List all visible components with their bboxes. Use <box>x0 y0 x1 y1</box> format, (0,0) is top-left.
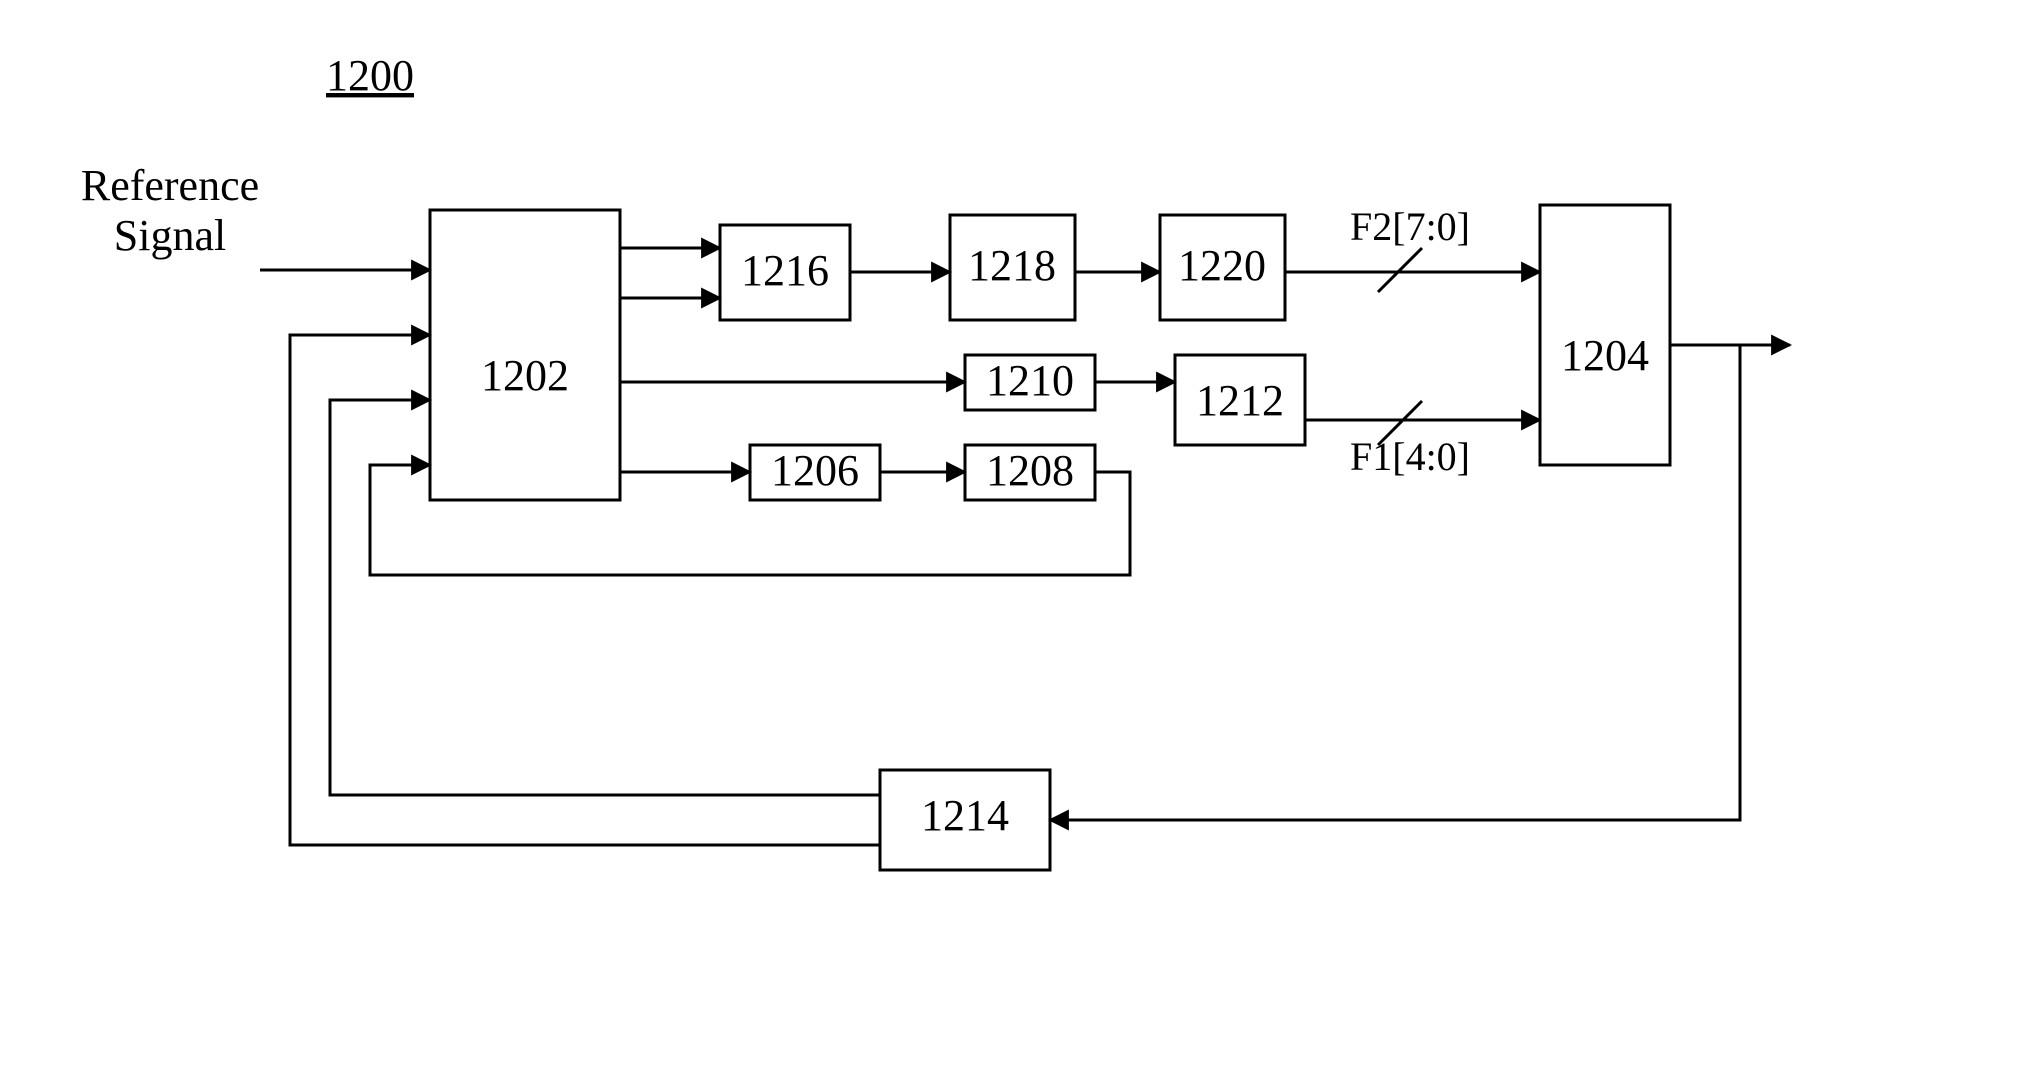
block-label-1218: 1218 <box>968 241 1056 290</box>
block-label-1206: 1206 <box>771 446 859 495</box>
block-label-1214: 1214 <box>921 791 1009 840</box>
block-label-1220: 1220 <box>1178 241 1266 290</box>
block-label-1212: 1212 <box>1196 376 1284 425</box>
diagram-title: 1200 <box>326 51 414 100</box>
block-label-1210: 1210 <box>986 356 1074 405</box>
edge-1214-to-in1 <box>290 335 880 845</box>
bus-label-1: F1[4:0] <box>1350 434 1470 479</box>
block-label-1202: 1202 <box>481 351 569 400</box>
input-label-line2: Signal <box>114 211 226 260</box>
block-diagram: 1200 ReferenceSignal F2[7:0] F1[4:0] 1202 120… <box>0 0 2035 1091</box>
block-label-1216: 1216 <box>741 246 829 295</box>
edge-fb-to-1214 <box>1050 345 1740 820</box>
input-label-line1: Reference <box>81 161 259 210</box>
block-label-1208: 1208 <box>986 446 1074 495</box>
bus-slash-0 <box>1378 248 1422 292</box>
bus-label-0: F2[7:0] <box>1350 204 1470 249</box>
block-label-1204: 1204 <box>1561 331 1649 380</box>
